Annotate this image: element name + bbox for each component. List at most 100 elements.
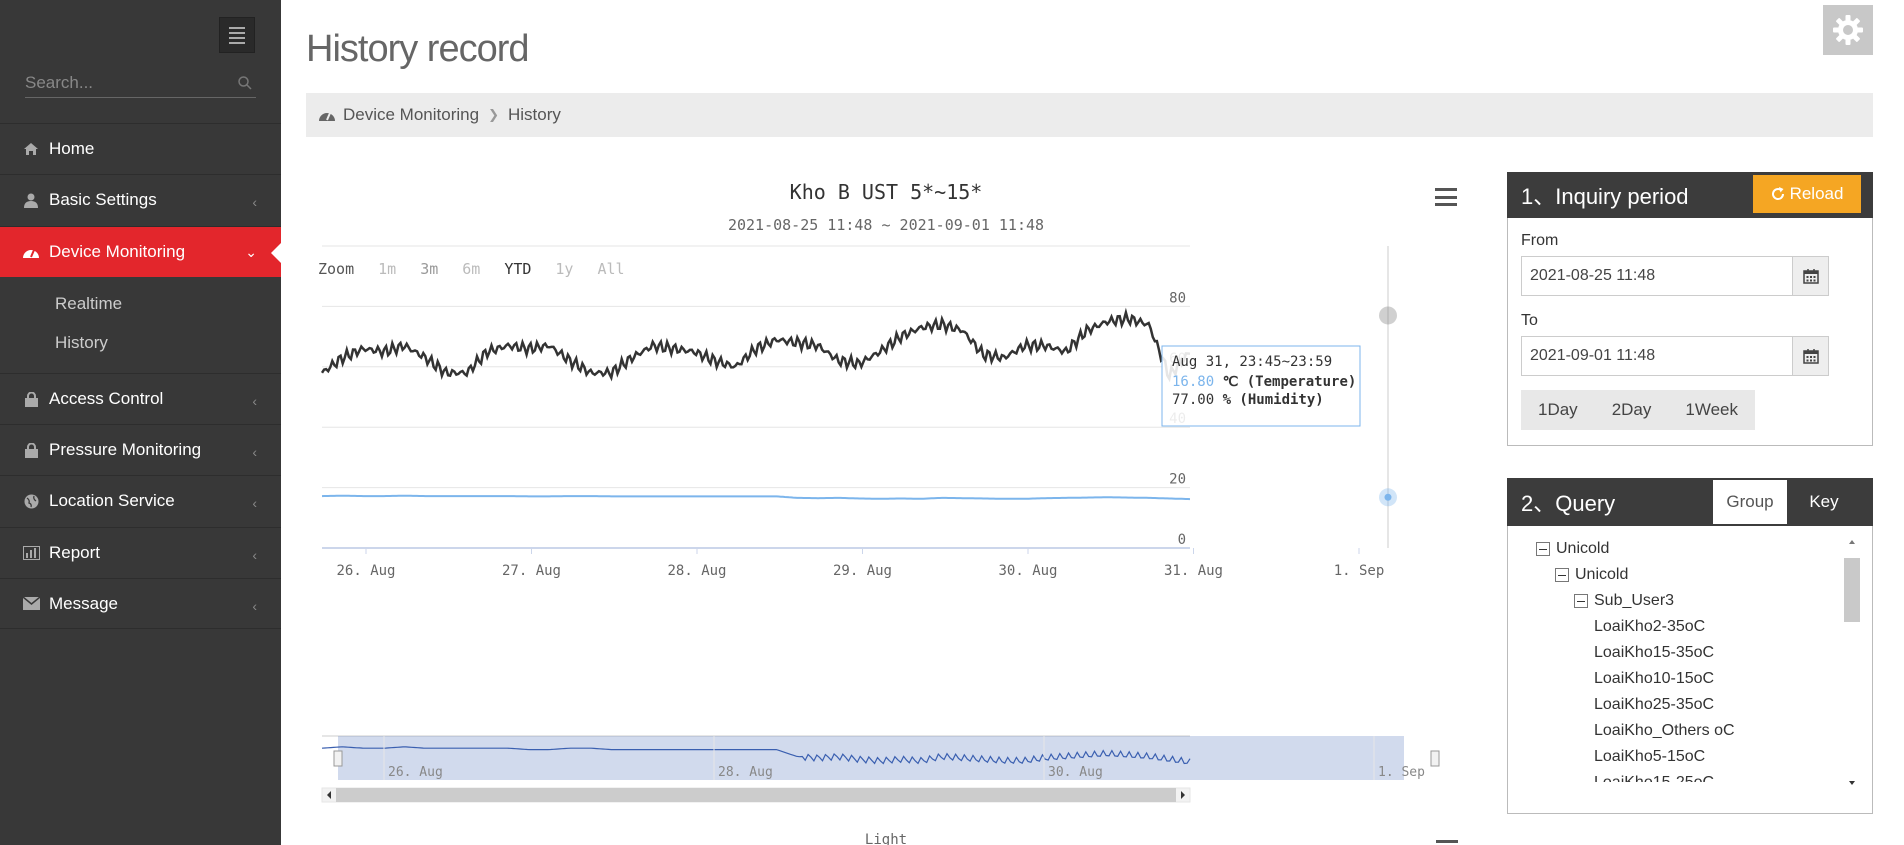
dashboard-icon	[319, 112, 335, 121]
tab-group[interactable]: Group	[1713, 480, 1787, 524]
x-tick-label: 31. Aug	[1164, 563, 1223, 579]
navigator-tick-label: 28. Aug	[718, 765, 773, 780]
range-1day-button[interactable]: 1Day	[1538, 400, 1578, 419]
to-date-field	[1521, 336, 1829, 376]
zoom-1y-button[interactable]: 1y	[555, 260, 574, 278]
scroll-up-icon[interactable]	[1844, 536, 1860, 546]
sidebar-subitem-history[interactable]: History	[55, 333, 108, 352]
lock-icon	[22, 442, 40, 458]
chevron-left-icon: ‹	[252, 547, 257, 563]
envelope-icon	[22, 596, 40, 612]
calendar-icon[interactable]	[1792, 257, 1828, 295]
sidebar-subitem-realtime[interactable]: Realtime	[55, 294, 123, 313]
sidebar-item-label: Access Control	[49, 389, 164, 408]
collapse-icon[interactable]	[1536, 542, 1550, 556]
scroll-left-icon[interactable]	[327, 791, 331, 799]
chart-tooltip: Aug 31, 23:45~23:59 16.80 ℃ (Temperature)…	[1161, 345, 1361, 427]
next-chart-menu	[1436, 840, 1458, 843]
sidebar-item-pressure-monitoring[interactable]: Pressure Monitoring ‹	[0, 424, 281, 475]
tooltip-temperature: 16.80 ℃ (Temperature)	[1172, 374, 1356, 390]
chevron-right-icon: ❯	[488, 107, 499, 122]
inquiry-panel-header: 1、Inquiry period Reload	[1507, 172, 1873, 218]
bar-chart-icon	[22, 545, 40, 561]
tree-leaf[interactable]: LoaiKho2-35oC	[1594, 618, 1706, 635]
zoom-1m-button[interactable]: 1m	[378, 260, 397, 278]
search-icon[interactable]	[238, 76, 252, 90]
from-date-field	[1521, 256, 1829, 296]
x-tick-label: 27. Aug	[502, 563, 561, 579]
breadcrumb-device-monitoring[interactable]: Device Monitoring	[343, 105, 480, 124]
sidebar-item-access-control[interactable]: Access Control ‹	[0, 373, 281, 424]
next-chart-title: Light	[865, 832, 907, 845]
range-button-group: 1Day 2Day 1Week	[1521, 390, 1755, 430]
tree-leaf[interactable]: LoaiKho15-25oC	[1594, 774, 1714, 782]
navigator-tick-label: 1. Sep	[1378, 765, 1425, 780]
settings-button[interactable]	[1823, 5, 1873, 55]
reload-button[interactable]: Reload	[1753, 175, 1861, 213]
reload-label: Reload	[1789, 184, 1844, 203]
calendar-icon[interactable]	[1792, 337, 1828, 375]
chevron-down-icon: ⌄	[245, 244, 257, 260]
dashboard-icon	[22, 244, 40, 260]
zoom-3m-button[interactable]: 3m	[420, 260, 439, 278]
gear-icon	[1833, 15, 1863, 45]
tree-node-unicold[interactable]: Unicold	[1536, 540, 1609, 558]
hover-halo-humidity	[1379, 306, 1397, 325]
chart-menu-button[interactable]	[1435, 188, 1457, 206]
search-box	[25, 70, 256, 98]
collapse-icon[interactable]	[1574, 594, 1588, 608]
breadcrumb: Device Monitoring ❯ History	[306, 93, 1873, 137]
range-2day-button[interactable]: 2Day	[1611, 400, 1652, 419]
scroll-down-icon[interactable]	[1844, 778, 1860, 788]
chevron-left-icon: ‹	[252, 598, 257, 614]
tab-key[interactable]: Key	[1809, 492, 1839, 511]
navigator-series	[321, 746, 1191, 765]
to-label: To	[1521, 312, 1538, 329]
tree-leaf[interactable]: LoaiKho15-35oC	[1594, 644, 1715, 661]
tree-node-unicold-child[interactable]: Unicold	[1555, 566, 1628, 584]
chart-navigator: 26. Aug 28. Aug 30. Aug 1. Sep	[321, 735, 1440, 803]
sidebar-item-location-service[interactable]: Location Service ‹	[0, 475, 281, 526]
range-1week-button[interactable]: 1Week	[1685, 400, 1738, 419]
collapse-icon[interactable]	[1555, 568, 1569, 582]
sidebar-item-device-monitoring[interactable]: Device Monitoring ⌄	[0, 226, 282, 277]
sidebar-item-message[interactable]: Message ‹	[0, 578, 281, 629]
tree-leaf[interactable]: LoaiKho_Others oC	[1594, 722, 1735, 739]
tree-node-sub-user3[interactable]: Sub_User3	[1574, 592, 1674, 610]
user-icon	[22, 192, 40, 208]
x-tick-label: 30. Aug	[998, 563, 1057, 579]
navigator-tick-label: 30. Aug	[1048, 765, 1103, 780]
zoom-all-button[interactable]: All	[597, 260, 625, 278]
navigator-handle-right[interactable]	[1430, 750, 1440, 767]
hover-point-temperature	[1384, 493, 1392, 501]
query-title: 2、Query	[1521, 491, 1616, 516]
menu-toggle-button[interactable]	[219, 17, 255, 53]
sidebar-item-report[interactable]: Report ‹	[0, 527, 281, 578]
sidebar-item-basic-settings[interactable]: Basic Settings ‹	[0, 174, 281, 225]
tree-leaf[interactable]: LoaiKho10-15oC	[1594, 670, 1715, 687]
from-label: From	[1521, 232, 1559, 249]
sidebar-item-label: Basic Settings	[49, 190, 157, 209]
handle-grip	[333, 750, 343, 767]
tree-leaf[interactable]: LoaiKho5-15oC	[1594, 748, 1706, 765]
from-date-input[interactable]	[1522, 257, 1792, 295]
tree-scrollbar[interactable]	[1844, 536, 1860, 785]
scroll-right-icon[interactable]	[1181, 791, 1185, 799]
sidebar-item-home[interactable]: Home	[0, 123, 281, 174]
search-input[interactable]	[25, 70, 225, 96]
tooltip-humidity: 77.00 % (Humidity)	[1172, 392, 1324, 408]
navigator-handle-left[interactable]	[333, 750, 343, 767]
refresh-icon	[1771, 187, 1784, 200]
inquiry-panel-body: From To 1Day 2Day 1Week	[1507, 218, 1873, 446]
to-date-input[interactable]	[1522, 337, 1792, 375]
x-tick-label: 26. Aug	[336, 563, 395, 579]
navigator-scrollbar-thumb[interactable]	[336, 788, 1176, 802]
tree-scrollbar-thumb[interactable]	[1844, 558, 1860, 622]
zoom-6m-button[interactable]: 6m	[462, 260, 481, 278]
zoom-ytd-button[interactable]: YTD	[504, 260, 532, 278]
tree-leaf[interactable]: LoaiKho25-35oC	[1594, 696, 1715, 713]
globe-icon	[22, 493, 40, 509]
query-panel-body: Unicold Unicold Sub_User3 LoaiKho2-35oC …	[1507, 526, 1873, 814]
x-tick-label: 28. Aug	[667, 563, 726, 579]
